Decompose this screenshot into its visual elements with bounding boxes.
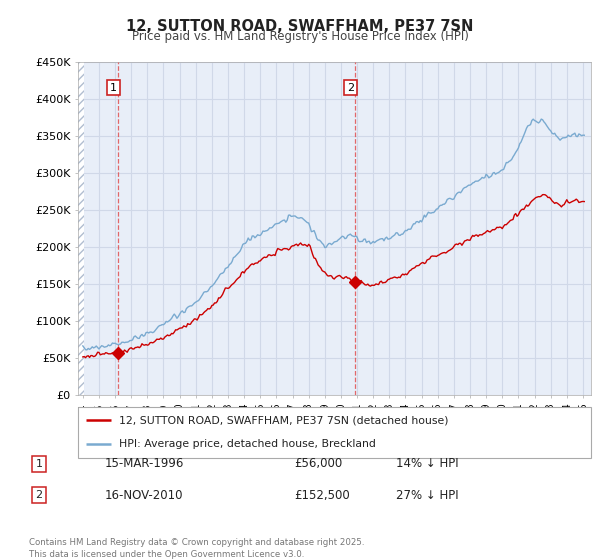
Text: 27% ↓ HPI: 27% ↓ HPI	[396, 488, 458, 502]
Text: £152,500: £152,500	[294, 488, 350, 502]
Text: 1: 1	[35, 459, 43, 469]
Bar	[78, 62, 84, 395]
Text: Price paid vs. HM Land Registry's House Price Index (HPI): Price paid vs. HM Land Registry's House …	[131, 30, 469, 43]
FancyBboxPatch shape	[78, 407, 591, 458]
Text: Contains HM Land Registry data © Crown copyright and database right 2025.
This d: Contains HM Land Registry data © Crown c…	[29, 538, 364, 559]
Text: 2: 2	[347, 82, 354, 92]
Text: 12, SUTTON ROAD, SWAFFHAM, PE37 7SN: 12, SUTTON ROAD, SWAFFHAM, PE37 7SN	[127, 19, 473, 34]
Text: 15-MAR-1996: 15-MAR-1996	[105, 457, 184, 470]
Text: 1: 1	[110, 82, 117, 92]
Text: 16-NOV-2010: 16-NOV-2010	[105, 488, 184, 502]
Text: 12, SUTTON ROAD, SWAFFHAM, PE37 7SN (detached house): 12, SUTTON ROAD, SWAFFHAM, PE37 7SN (det…	[119, 416, 449, 426]
Text: 2: 2	[35, 490, 43, 500]
Text: 14% ↓ HPI: 14% ↓ HPI	[396, 457, 458, 470]
Text: HPI: Average price, detached house, Breckland: HPI: Average price, detached house, Brec…	[119, 439, 376, 449]
Text: £56,000: £56,000	[294, 457, 342, 470]
